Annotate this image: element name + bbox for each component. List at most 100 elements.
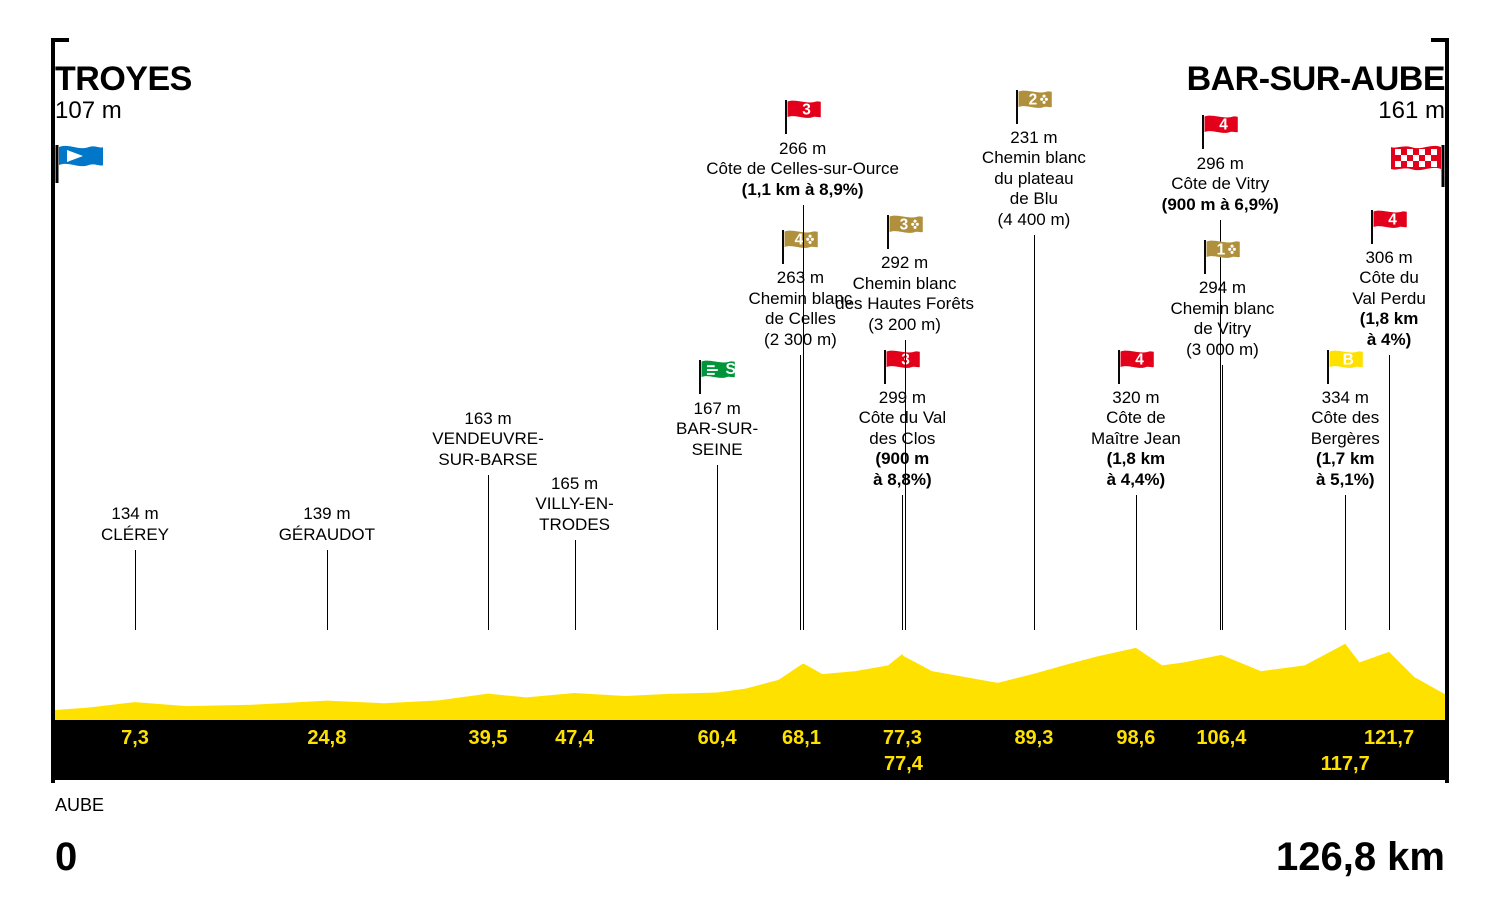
- marker-gradient: (1,8 kmà 4%): [1309, 309, 1469, 350]
- stage-profile-chart: TROYES 107 m BAR-SUR-AUBE 161 m: [0, 0, 1500, 904]
- svg-text:3: 3: [802, 102, 811, 119]
- km-marker: 39,5: [469, 727, 508, 750]
- marker-gradient: (1,7 kmà 5,1%): [1265, 449, 1425, 490]
- marker-label: 134 mCLÉREY: [55, 504, 215, 545]
- region-label: AUBE: [55, 795, 104, 816]
- marker-name: GÉRAUDOT: [247, 525, 407, 545]
- marker-label: 334 mCôte desBergères(1,7 kmà 5,1%): [1265, 388, 1425, 490]
- svg-text:1: 1: [1217, 242, 1226, 259]
- bonus-flag-icon: B: [1320, 350, 1370, 384]
- cat1g-flag-icon: 1: [1197, 240, 1247, 274]
- marker-stem: [803, 205, 804, 630]
- start-city-elev: 107 m: [55, 97, 192, 125]
- marker-name: BAR-SUR-SEINE: [637, 419, 797, 460]
- marker-stem: [905, 340, 906, 630]
- marker-gradient: (1,8 kmà 4,4%): [1056, 449, 1216, 490]
- marker-name: VILLY-EN-TRODES: [495, 494, 655, 535]
- cat2g-flag-icon: 2: [1009, 90, 1059, 124]
- km-marker: 77,4: [884, 753, 923, 776]
- marker-elev: 306 m: [1309, 248, 1469, 268]
- marker-label: 139 mGÉRAUDOT: [247, 504, 407, 545]
- chart-area: TROYES 107 m BAR-SUR-AUBE 161 m: [55, 40, 1445, 780]
- marker-stem: [1034, 235, 1035, 630]
- marker-stem: [1136, 495, 1137, 630]
- km-start-label: 0: [55, 835, 77, 880]
- svg-text:B: B: [1343, 352, 1354, 369]
- km-marker: 121,7: [1364, 727, 1414, 750]
- cat4g-flag-icon: 4: [775, 230, 825, 264]
- marker-elev: 292 m: [825, 253, 985, 273]
- marker-label: 167 mBAR-SUR-SEINE: [637, 399, 797, 460]
- km-marker: 7,3: [121, 727, 149, 750]
- marker-elev: 231 m: [954, 128, 1114, 148]
- marker-elev: 134 m: [55, 504, 215, 524]
- km-marker: 68,1: [782, 727, 821, 750]
- cat3g-flag-icon: 3: [880, 215, 930, 249]
- marker-label: 320 mCôte deMaître Jean(1,8 kmà 4,4%): [1056, 388, 1216, 490]
- km-marker: 47,4: [555, 727, 594, 750]
- cat4-flag-icon: 4: [1195, 115, 1245, 149]
- km-marker: 117,7: [1321, 753, 1370, 776]
- elevation-profile: [55, 630, 1445, 720]
- marker-elev: 139 m: [247, 504, 407, 524]
- sprint-flag-icon: S: [692, 360, 742, 394]
- marker-label: 299 mCôte du Valdes Clos(900 mà 8,8%): [822, 388, 982, 490]
- cat3-flag-icon: 3: [877, 350, 927, 384]
- svg-text:4: 4: [1388, 212, 1397, 229]
- cat4-flag-icon: 4: [1364, 210, 1414, 244]
- marker-label: 294 mChemin blancde Vitry(3 000 m): [1142, 278, 1302, 360]
- marker-label: 292 mChemin blancdes Hautes Forêts(3 200…: [825, 253, 985, 335]
- marker-gradient: (1,1 km à 8,9%): [683, 180, 923, 200]
- marker-gradient: (900 m à 6,9%): [1140, 195, 1300, 215]
- km-marker: 89,3: [1014, 727, 1053, 750]
- marker-label: 231 mChemin blancdu plateaude Blu(4 400 …: [954, 128, 1114, 230]
- marker-name: Côte deMaître Jean: [1056, 408, 1216, 449]
- marker-name: Côte de Celles-sur-Ource: [683, 159, 923, 179]
- svg-text:4: 4: [1219, 117, 1228, 134]
- svg-text:2: 2: [1028, 92, 1037, 109]
- start-city-label: TROYES 107 m: [55, 60, 192, 125]
- border-right: [1445, 38, 1449, 783]
- distance-bar: 7,324,839,547,460,468,177,377,489,398,61…: [55, 720, 1445, 780]
- marker-elev: 266 m: [683, 139, 923, 159]
- start-flag-icon: [55, 145, 105, 188]
- marker-label: 266 mCôte de Celles-sur-Ource(1,1 km à 8…: [683, 139, 923, 200]
- finish-flag-icon: [1387, 145, 1445, 192]
- marker-name: Côte desBergères: [1265, 408, 1425, 449]
- km-marker: 98,6: [1116, 727, 1155, 750]
- marker-stem: [1389, 355, 1390, 630]
- marker-stem: [327, 550, 328, 630]
- start-city-name: TROYES: [55, 60, 192, 99]
- svg-text:3: 3: [902, 352, 911, 369]
- km-marker: 106,4: [1196, 727, 1246, 750]
- marker-stem: [1345, 495, 1346, 630]
- marker-elev: 165 m: [495, 474, 655, 494]
- marker-name: Côte duVal Perdu: [1309, 268, 1469, 309]
- marker-stem: [1222, 365, 1223, 630]
- marker-extra: (3 200 m): [825, 315, 985, 335]
- marker-elev: 320 m: [1056, 388, 1216, 408]
- marker-stem: [902, 495, 903, 630]
- marker-name: Chemin blancdu plateaude Blu: [954, 148, 1114, 209]
- marker-stem: [488, 475, 489, 630]
- marker-label: 306 mCôte duVal Perdu(1,8 kmà 4%): [1309, 248, 1469, 350]
- svg-text:3: 3: [899, 217, 908, 234]
- marker-elev: 167 m: [637, 399, 797, 419]
- marker-name: Côte de Vitry: [1140, 174, 1300, 194]
- marker-extra: (3 000 m): [1142, 340, 1302, 360]
- marker-stem: [717, 465, 718, 630]
- marker-elev: 294 m: [1142, 278, 1302, 298]
- km-marker: 60,4: [698, 727, 737, 750]
- marker-elev: 296 m: [1140, 154, 1300, 174]
- marker-label: 296 mCôte de Vitry(900 m à 6,9%): [1140, 154, 1300, 215]
- marker-label: 165 mVILLY-EN-TRODES: [495, 474, 655, 535]
- cat3-flag-icon: 3: [778, 100, 828, 134]
- marker-stem: [575, 540, 576, 630]
- marker-elev: 299 m: [822, 388, 982, 408]
- end-city-name: BAR-SUR-AUBE: [1187, 60, 1445, 99]
- km-end-label: 126,8 km: [1276, 835, 1445, 880]
- svg-text:S: S: [726, 361, 736, 378]
- marker-name: Côte du Valdes Clos: [822, 408, 982, 449]
- marker-gradient: (900 mà 8,8%): [822, 449, 982, 490]
- marker-label: 163 mVENDEUVRE-SUR-BARSE: [408, 409, 568, 470]
